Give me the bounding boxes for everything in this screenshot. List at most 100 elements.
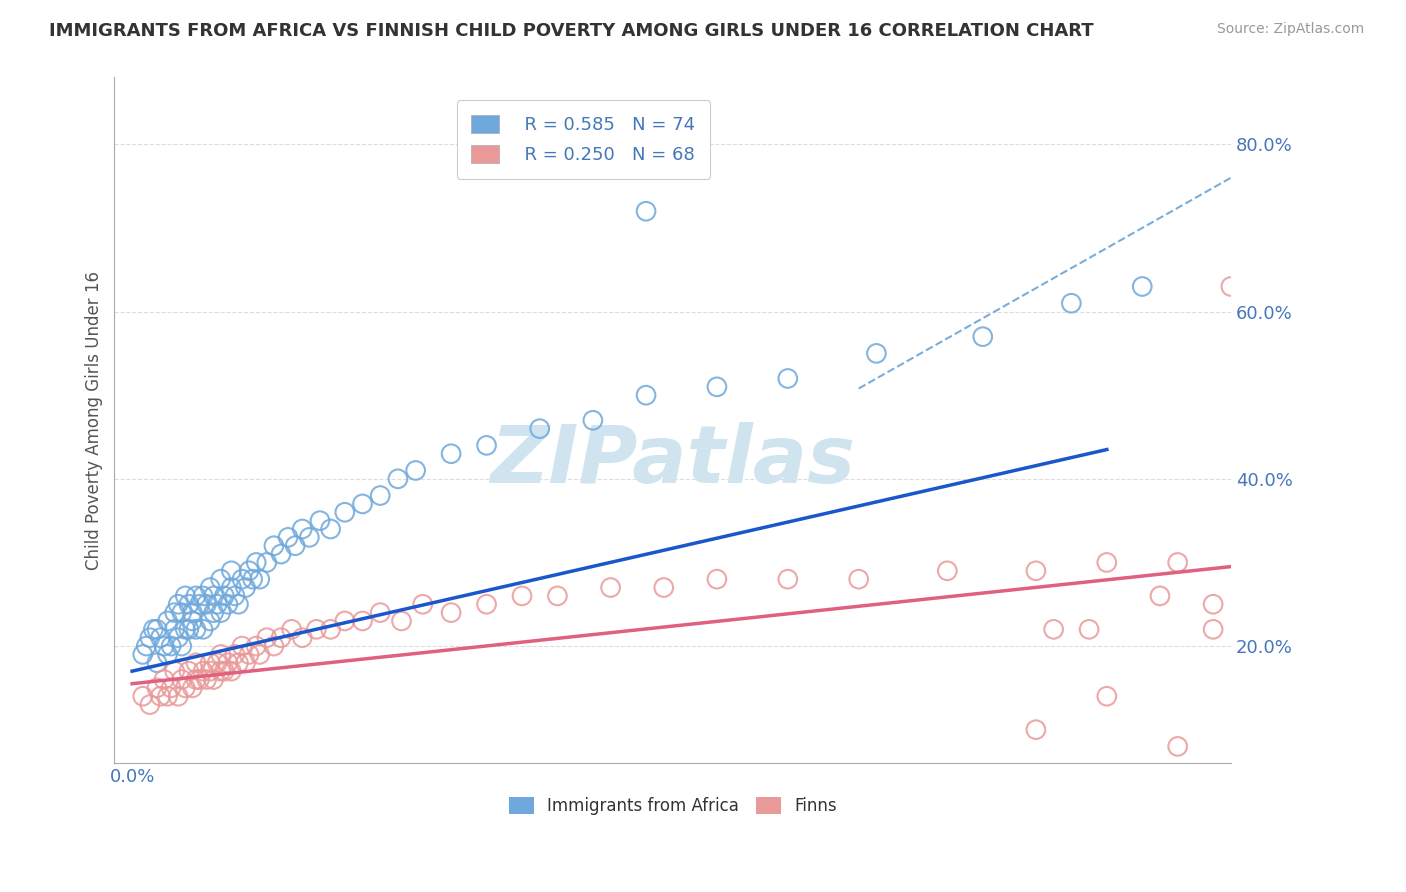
Point <box>174 681 197 695</box>
Point <box>475 438 498 452</box>
Point <box>1042 623 1064 637</box>
Point <box>936 564 959 578</box>
Point <box>1060 296 1083 310</box>
Point <box>177 623 200 637</box>
Point <box>224 589 246 603</box>
Point <box>277 530 299 544</box>
Point <box>184 589 207 603</box>
Point <box>235 656 257 670</box>
Point <box>163 606 186 620</box>
Point <box>202 673 225 687</box>
Point <box>652 581 675 595</box>
Point <box>195 597 218 611</box>
Point <box>1167 556 1189 570</box>
Point <box>209 664 232 678</box>
Point <box>170 639 193 653</box>
Point <box>209 648 232 662</box>
Point <box>270 631 292 645</box>
Point <box>1095 690 1118 704</box>
Point <box>412 597 434 611</box>
Point <box>202 606 225 620</box>
Point <box>634 388 657 402</box>
Point <box>224 648 246 662</box>
Point <box>146 623 169 637</box>
Point <box>352 614 374 628</box>
Point <box>188 597 211 611</box>
Point <box>333 505 356 519</box>
Point <box>217 656 239 670</box>
Point <box>309 514 332 528</box>
Point <box>284 539 307 553</box>
Point <box>221 664 243 678</box>
Point <box>228 597 250 611</box>
Point <box>188 673 211 687</box>
Point <box>146 656 169 670</box>
Point <box>181 681 204 695</box>
Point <box>1149 589 1171 603</box>
Point <box>238 648 260 662</box>
Point <box>298 530 321 544</box>
Point <box>156 690 179 704</box>
Point <box>198 664 221 678</box>
Point <box>132 690 155 704</box>
Point <box>256 556 278 570</box>
Point <box>156 648 179 662</box>
Point <box>333 614 356 628</box>
Point <box>1078 623 1101 637</box>
Point <box>440 606 463 620</box>
Text: Source: ZipAtlas.com: Source: ZipAtlas.com <box>1216 22 1364 37</box>
Point <box>163 623 186 637</box>
Point <box>191 623 214 637</box>
Point <box>387 472 409 486</box>
Point <box>776 572 799 586</box>
Y-axis label: Child Poverty Among Girls Under 16: Child Poverty Among Girls Under 16 <box>86 271 103 570</box>
Point <box>202 589 225 603</box>
Point <box>184 673 207 687</box>
Point <box>146 681 169 695</box>
Point <box>214 664 236 678</box>
Point <box>776 371 799 385</box>
Point <box>1095 556 1118 570</box>
Point <box>221 564 243 578</box>
Point <box>475 597 498 611</box>
Point <box>170 606 193 620</box>
Point <box>221 581 243 595</box>
Point <box>191 664 214 678</box>
Point <box>582 413 605 427</box>
Point <box>184 656 207 670</box>
Point <box>280 623 302 637</box>
Legend: Immigrants from Africa, Finns: Immigrants from Africa, Finns <box>501 789 845 823</box>
Point <box>865 346 887 360</box>
Point <box>706 380 728 394</box>
Point <box>174 623 197 637</box>
Point <box>198 581 221 595</box>
Point <box>153 639 176 653</box>
Point <box>972 329 994 343</box>
Point <box>205 656 228 670</box>
Point <box>405 463 427 477</box>
Point <box>235 581 257 595</box>
Point <box>153 673 176 687</box>
Point <box>1202 623 1225 637</box>
Point <box>848 572 870 586</box>
Point <box>238 564 260 578</box>
Point <box>209 606 232 620</box>
Point <box>1025 723 1047 737</box>
Point <box>139 698 162 712</box>
Point <box>245 556 267 570</box>
Point <box>1130 279 1153 293</box>
Point <box>263 639 285 653</box>
Point <box>231 572 253 586</box>
Text: ZIPatlas: ZIPatlas <box>491 423 855 500</box>
Point <box>167 690 190 704</box>
Point <box>181 606 204 620</box>
Point <box>706 572 728 586</box>
Point <box>263 539 285 553</box>
Point <box>291 631 314 645</box>
Point <box>149 631 172 645</box>
Point <box>319 522 342 536</box>
Point <box>198 614 221 628</box>
Point <box>209 572 232 586</box>
Point <box>231 639 253 653</box>
Point <box>177 597 200 611</box>
